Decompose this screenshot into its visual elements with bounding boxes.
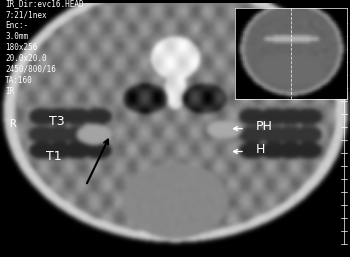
Text: T3: T3 (49, 115, 65, 128)
Text: 2450/800/16: 2450/800/16 (5, 65, 56, 74)
Text: T1: T1 (46, 150, 61, 163)
Text: IR_Dir:evc16.HEAD: IR_Dir:evc16.HEAD (5, 0, 84, 8)
Text: 20.0x20.0: 20.0x20.0 (5, 54, 47, 63)
Text: IR: IR (5, 87, 14, 96)
Text: Enc:-: Enc:- (5, 21, 28, 30)
Text: R: R (9, 119, 15, 129)
Text: H: H (256, 143, 265, 156)
Text: TA:160: TA:160 (5, 76, 33, 85)
Text: 180x256: 180x256 (5, 43, 38, 52)
Text: 3.0mm: 3.0mm (5, 32, 28, 41)
Text: 7:21/1nex: 7:21/1nex (5, 10, 47, 19)
Text: PH: PH (256, 120, 272, 133)
